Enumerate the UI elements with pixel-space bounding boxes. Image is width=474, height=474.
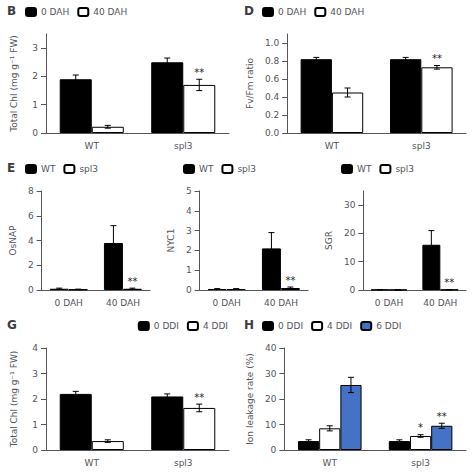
svg-text:8: 8: [28, 186, 34, 196]
svg-text:0 DDI: 0 DDI: [154, 321, 179, 331]
svg-text:**: **: [127, 276, 137, 287]
svg-text:**: **: [437, 411, 447, 422]
svg-text:4 DDI: 4 DDI: [203, 321, 228, 331]
svg-text:4 DDI: 4 DDI: [327, 321, 352, 331]
svg-text:D: D: [244, 4, 254, 18]
svg-text:spl3: spl3: [411, 458, 430, 468]
svg-text:1: 1: [32, 100, 38, 110]
svg-text:0.6: 0.6: [265, 74, 280, 84]
svg-text:SGR: SGR: [324, 231, 334, 250]
svg-text:0: 0: [32, 128, 38, 138]
svg-text:**: **: [432, 53, 442, 64]
svg-text:4: 4: [186, 206, 192, 216]
svg-text:OsNAP: OsNAP: [8, 225, 18, 256]
svg-text:6 DDI: 6 DDI: [376, 321, 401, 331]
svg-text:WT: WT: [85, 141, 100, 151]
svg-text:3: 3: [186, 226, 192, 236]
svg-text:40 DAH: 40 DAH: [330, 7, 364, 17]
svg-text:1: 1: [186, 265, 192, 275]
svg-text:1.0: 1.0: [265, 38, 280, 48]
svg-text:0.4: 0.4: [265, 92, 280, 102]
svg-text:40 DAH: 40 DAH: [264, 298, 298, 308]
svg-text:G: G: [7, 318, 17, 332]
svg-text:H: H: [244, 318, 254, 332]
svg-text:2: 2: [186, 245, 192, 255]
svg-text:spl3: spl3: [79, 164, 98, 174]
svg-text:10: 10: [265, 420, 277, 430]
svg-text:3: 3: [32, 369, 38, 379]
svg-text:0 DAH: 0 DAH: [55, 298, 83, 308]
svg-text:*: *: [418, 422, 423, 433]
svg-text:0: 0: [32, 445, 38, 455]
svg-text:WT: WT: [323, 458, 338, 468]
svg-text:0 DDI: 0 DDI: [278, 321, 303, 331]
svg-text:B: B: [7, 4, 16, 18]
svg-text:0.2: 0.2: [265, 110, 279, 120]
svg-text:**: **: [444, 277, 454, 288]
svg-text:0: 0: [271, 445, 277, 455]
svg-text:30: 30: [344, 200, 356, 210]
svg-text:0.0: 0.0: [265, 128, 280, 138]
svg-text:spl3: spl3: [174, 458, 193, 468]
svg-text:40 DAH: 40 DAH: [106, 298, 140, 308]
svg-text:0.8: 0.8: [265, 56, 280, 66]
svg-text:0: 0: [186, 285, 192, 295]
svg-text:Total Chl (mg g⁻¹ FW): Total Chl (mg g⁻¹ FW): [9, 35, 19, 133]
svg-text:5: 5: [186, 186, 192, 196]
svg-text:WT: WT: [325, 141, 340, 151]
svg-text:20: 20: [265, 394, 277, 404]
svg-text:Fv/Fm ratio: Fv/Fm ratio: [245, 57, 255, 109]
svg-text:0: 0: [28, 285, 34, 295]
svg-text:20: 20: [344, 228, 356, 238]
svg-text:**: **: [194, 392, 204, 403]
svg-text:spl3: spl3: [395, 164, 414, 174]
svg-text:0: 0: [350, 285, 356, 295]
svg-text:spl3: spl3: [174, 141, 193, 151]
svg-text:0 DAH: 0 DAH: [375, 298, 403, 308]
svg-text:10: 10: [344, 257, 356, 267]
svg-text:40: 40: [265, 343, 277, 353]
svg-text:E: E: [7, 161, 15, 175]
svg-text:1: 1: [32, 420, 38, 430]
svg-text:WT: WT: [357, 164, 372, 174]
svg-text:40 DAH: 40 DAH: [93, 7, 127, 17]
svg-text:2: 2: [32, 394, 38, 404]
svg-text:spl3: spl3: [237, 164, 256, 174]
svg-text:0 DAH: 0 DAH: [213, 298, 241, 308]
svg-text:30: 30: [265, 369, 277, 379]
svg-text:6: 6: [28, 211, 34, 221]
svg-text:0 DAH: 0 DAH: [278, 7, 306, 17]
svg-text:4: 4: [32, 343, 38, 353]
svg-text:spl3: spl3: [412, 141, 431, 151]
svg-text:0 DAH: 0 DAH: [41, 7, 69, 17]
svg-text:4: 4: [28, 236, 34, 246]
svg-text:**: **: [194, 67, 204, 78]
svg-text:2: 2: [28, 260, 34, 270]
svg-text:Total Chl (mg g⁻¹ FW): Total Chl (mg g⁻¹ FW): [9, 351, 19, 449]
svg-text:WT: WT: [199, 164, 214, 174]
svg-text:40 DAH: 40 DAH: [423, 298, 457, 308]
svg-text:2: 2: [32, 71, 38, 81]
svg-text:WT: WT: [41, 164, 56, 174]
svg-text:Ion leakage rate (%): Ion leakage rate (%): [245, 353, 255, 445]
svg-text:**: **: [285, 275, 295, 286]
svg-text:NYC1: NYC1: [166, 229, 176, 253]
svg-text:WT: WT: [85, 458, 100, 468]
svg-text:3: 3: [32, 43, 38, 53]
